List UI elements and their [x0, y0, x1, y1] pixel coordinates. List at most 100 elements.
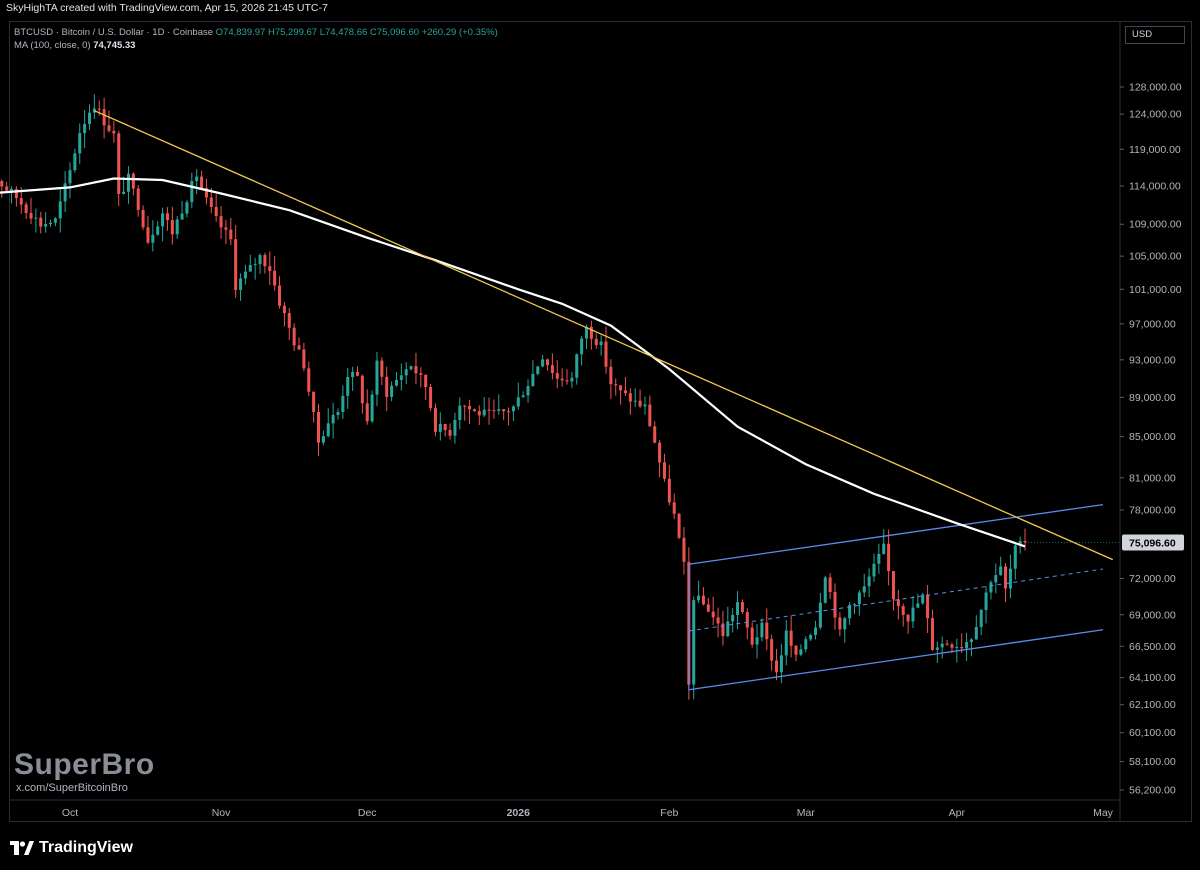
x-tick-label: Mar [797, 807, 816, 819]
candle-body [58, 201, 62, 219]
last-price-label: 75,096.60 [1129, 537, 1176, 549]
y-tick-label: 72,000.00 [1129, 573, 1176, 585]
candle-body [141, 209, 145, 228]
ma-label: MA (100, close, 0) [14, 40, 91, 51]
y-tick-label: 78,000.00 [1129, 505, 1176, 517]
last-price-badge [1122, 534, 1184, 551]
candle-body [584, 326, 589, 339]
candle-body [916, 603, 920, 608]
candle-body [789, 630, 793, 646]
candle-body [278, 285, 282, 306]
x-tick-label: Oct [62, 807, 78, 819]
ohlc-close: C75,096.60 [369, 27, 420, 38]
candle-body [550, 365, 554, 374]
candle-body [414, 366, 418, 374]
candle-body [175, 219, 179, 235]
candle-body [200, 176, 204, 189]
candle-body [672, 502, 676, 514]
attribution-text: SkyHighTA created with TradingView.com, … [6, 2, 328, 14]
x-tick-label: Apr [949, 807, 966, 819]
candle-body [390, 385, 394, 397]
candle-body [136, 188, 140, 210]
candle-body [911, 607, 915, 622]
candle-body [438, 423, 442, 432]
candle-body [901, 606, 905, 615]
candle-body [34, 217, 38, 219]
y-tick-label: 114,000.00 [1129, 180, 1181, 192]
candle-body [39, 217, 43, 227]
candle-body [234, 239, 238, 290]
candle-body [346, 376, 350, 396]
candle-body [107, 125, 111, 131]
candle-body [974, 627, 978, 640]
y-tick-label: 64,100.00 [1129, 672, 1176, 684]
candle-body [926, 594, 930, 619]
x-tick-label: 2026 [507, 807, 531, 819]
y-tick-label: 124,000.00 [1129, 109, 1182, 121]
candle-body [258, 255, 262, 265]
symbol-legend: BTCUSD · Bitcoin / U.S. Dollar · 1D · Co… [14, 27, 498, 38]
candle-body [896, 599, 900, 607]
candle-body [935, 647, 939, 650]
candle-body [814, 627, 818, 635]
candle-body [204, 188, 208, 198]
candle-body [721, 623, 725, 637]
candle-body [14, 189, 18, 199]
candle-body [804, 639, 808, 650]
candle-body [48, 222, 53, 225]
time-axis: Oct Nov Dec 2026 Feb Mar Apr May [10, 799, 1120, 819]
moving-average-line [0, 177, 1026, 548]
candle-body [862, 586, 866, 593]
candle-body [380, 360, 384, 377]
y-tick-label: 101,000.00 [1129, 284, 1182, 296]
ohlc-high: H75,299.67 [267, 27, 318, 38]
candle-body [516, 397, 520, 407]
candle-body [779, 655, 783, 673]
candle-body [68, 170, 72, 184]
candle-body [1018, 540, 1022, 546]
candle-body [463, 405, 467, 407]
y-tick-label: 109,000.00 [1129, 219, 1182, 231]
candle-body [857, 592, 861, 605]
candle-body [487, 409, 491, 411]
candle-body [760, 622, 764, 638]
candle-body [92, 108, 96, 113]
candle-body [44, 224, 48, 227]
candle-body [19, 198, 23, 205]
candle-body [146, 227, 150, 243]
downtrend-line [94, 110, 1114, 561]
candle-body [531, 373, 535, 387]
tradingview-logo[interactable]: TradingView [10, 838, 133, 858]
candle-body [468, 406, 472, 410]
candle-body [243, 271, 247, 279]
candle-body [667, 478, 671, 503]
candle-body [1013, 545, 1017, 569]
candle-body [448, 430, 452, 436]
candle-body [331, 414, 335, 424]
channel-mid-line [688, 568, 1104, 632]
candle-body [653, 426, 657, 443]
candle-body [409, 366, 413, 370]
ohlc-change: +260.29 (+0.35%) [421, 27, 498, 38]
candle-body [658, 442, 662, 463]
candle-body [526, 386, 530, 396]
candle-body [770, 639, 774, 661]
currency-selector[interactable]: USD [1125, 26, 1185, 44]
candle-body [848, 605, 852, 619]
candle-body [555, 373, 559, 379]
candle-body [24, 204, 28, 213]
candle-body [745, 612, 749, 628]
candle-body [83, 123, 87, 134]
candle-body [731, 614, 735, 622]
candle-body [239, 278, 243, 290]
candle-body [190, 181, 194, 203]
candle-body [424, 374, 428, 388]
candle-body [433, 408, 437, 432]
candle-body [619, 385, 623, 391]
candle-body [633, 400, 637, 402]
candle-body [195, 176, 199, 182]
candle-body [521, 395, 525, 398]
x-tick-label: Dec [358, 807, 377, 819]
